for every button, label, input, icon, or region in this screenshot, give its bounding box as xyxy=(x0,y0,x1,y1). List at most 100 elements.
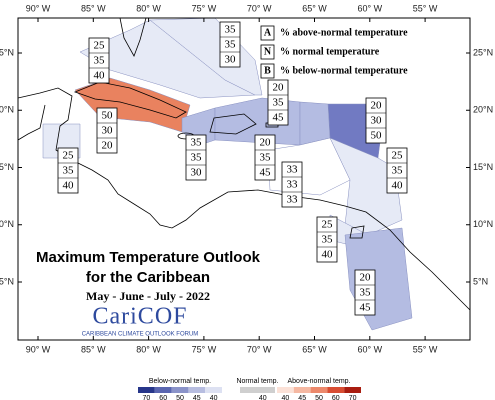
probability: 40 xyxy=(322,249,334,261)
probability: 30 xyxy=(102,125,114,137)
probability: 20 xyxy=(260,137,272,149)
lat-label: 25°N xyxy=(0,47,14,57)
key-box xyxy=(260,44,275,60)
coastline xyxy=(119,17,147,57)
probability-box: 35 35 30 xyxy=(219,21,241,68)
key-box xyxy=(260,63,275,79)
box-frame xyxy=(219,21,241,68)
probability: 30 xyxy=(371,115,383,127)
lon-label: 70° W xyxy=(247,3,272,13)
map-frame xyxy=(17,17,471,341)
probability: 35 xyxy=(225,39,237,51)
lon-label: 65° W xyxy=(302,3,327,13)
colorbar-label: Normal temp. xyxy=(236,378,278,385)
lat-label: 10°N xyxy=(473,219,493,229)
probability-box: 20 35 45 xyxy=(254,134,276,181)
colorbar-tick: 50 xyxy=(176,395,184,400)
colorbar-cell xyxy=(310,387,328,393)
colorbar: Below-normal temp. 70 60 50 45 40 Normal temp.… xyxy=(138,378,361,400)
box-frame xyxy=(57,147,79,194)
lon-label: 85° W xyxy=(81,344,106,354)
colorbar-tick: 60 xyxy=(332,395,340,400)
probability: 30 xyxy=(225,54,237,66)
lon-label: 80° W xyxy=(136,3,161,13)
logo: CariCOF xyxy=(92,304,187,330)
box-frame xyxy=(386,147,408,194)
coastline xyxy=(17,87,471,311)
colorbar-cell xyxy=(205,387,222,393)
region-shape xyxy=(329,137,403,236)
box-frame xyxy=(281,161,303,208)
colorbar-tick: 50 xyxy=(315,395,323,400)
probability: 35 xyxy=(63,165,75,177)
probability-boxes: 25 35 40 35 35 30 50 30 20 35 35 30 20 35 45 20 30 50 25 35… xyxy=(57,21,408,316)
lon-label: 75° W xyxy=(192,3,217,13)
probability: 45 xyxy=(360,302,372,314)
colorbar-tick: 45 xyxy=(298,395,306,400)
colorbar-tick: 40 xyxy=(259,395,267,400)
box-frame xyxy=(354,269,376,316)
lat-label: 15°N xyxy=(0,162,14,172)
title: Maximum Temperature Outlook xyxy=(36,249,261,266)
colorbar-cell xyxy=(171,387,189,393)
probability-box: 25 35 40 xyxy=(88,37,110,84)
key-letter: B xyxy=(264,65,271,76)
box-frame xyxy=(185,134,207,181)
lon-label: 60° W xyxy=(357,3,382,13)
probability: 25 xyxy=(63,150,75,162)
probability-box: 20 30 50 xyxy=(365,97,387,144)
lon-label: 85° W xyxy=(81,3,106,13)
probability-box: 25 35 40 xyxy=(57,147,79,194)
lon-label: 65° W xyxy=(302,344,327,354)
probability: 25 xyxy=(322,219,334,231)
colorbar-tick: 40 xyxy=(210,395,218,400)
probability-box: 25 35 40 xyxy=(386,147,408,194)
island xyxy=(209,113,257,135)
probability: 35 xyxy=(360,287,372,299)
probability: 20 xyxy=(102,140,114,152)
lat-label: 10°N xyxy=(0,219,14,229)
colorbar-cell xyxy=(293,387,311,393)
title: for the Caribbean xyxy=(86,269,210,286)
probability-box: 20 35 45 xyxy=(354,269,376,316)
key-text: % above-normal temperature xyxy=(280,27,408,38)
probability: 50 xyxy=(371,130,383,142)
box-frame xyxy=(365,97,387,144)
box-frame xyxy=(267,79,289,126)
probability: 33 xyxy=(287,194,299,206)
key: A % above-normal temperature N % normal tem… xyxy=(260,25,408,79)
probability: 40 xyxy=(94,70,106,82)
key-text: % below-normal temperature xyxy=(280,65,408,76)
probability-box: 33 33 33 xyxy=(281,161,303,208)
colorbar-cell xyxy=(154,387,172,393)
probability: 25 xyxy=(94,40,106,52)
logo-subtitle: CARIBBEAN CLIMATE OUTLOOK FORUM xyxy=(82,332,199,338)
probability: 25 xyxy=(392,150,404,162)
island xyxy=(349,225,365,239)
probability: 35 xyxy=(191,137,203,149)
probability-box: 25 35 40 xyxy=(316,216,338,263)
colorbar-tick: 60 xyxy=(159,395,167,400)
lat-label: 20°N xyxy=(0,105,14,115)
probability-box: 35 35 30 xyxy=(185,134,207,181)
lat-label: 25°N xyxy=(473,47,493,57)
key-box xyxy=(260,25,275,41)
colorbar-cell xyxy=(188,387,206,393)
probability: 40 xyxy=(63,180,75,192)
box-frame xyxy=(316,216,338,263)
lon-label: 55° W xyxy=(413,3,438,13)
probability: 35 xyxy=(322,234,334,246)
lon-label: 70° W xyxy=(247,344,272,354)
lon-label: 90° W xyxy=(26,344,51,354)
colorbar-tick: 70 xyxy=(143,395,151,400)
probability: 50 xyxy=(102,110,114,122)
probability: 35 xyxy=(94,55,106,67)
lon-label: 60° W xyxy=(357,344,382,354)
probability: 20 xyxy=(360,272,372,284)
probability: 35 xyxy=(260,152,272,164)
colorbar-label: Above-normal temp. xyxy=(287,378,350,385)
box-frame xyxy=(254,134,276,181)
colorbar-cell xyxy=(277,387,294,393)
colorbar-cell xyxy=(327,387,345,393)
